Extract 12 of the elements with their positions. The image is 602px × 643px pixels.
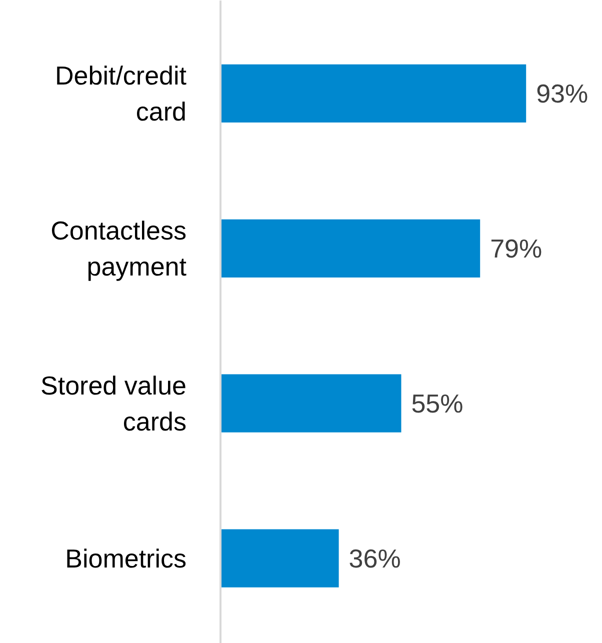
data-label: 55% — [411, 388, 464, 418]
bar — [220, 64, 526, 123]
bar — [220, 529, 339, 588]
y-tick-label: Debit/credit card — [55, 60, 188, 126]
data-label: 93% — [536, 78, 588, 108]
y-tick-label: Biometrics — [65, 543, 187, 574]
bar — [220, 374, 402, 432]
y-tick-label: Stored value cards — [40, 370, 186, 436]
y-tick-label: Contactless payment — [50, 215, 188, 282]
bar — [220, 219, 480, 278]
data-label: 79% — [490, 233, 542, 264]
data-label: 36% — [348, 543, 401, 574]
